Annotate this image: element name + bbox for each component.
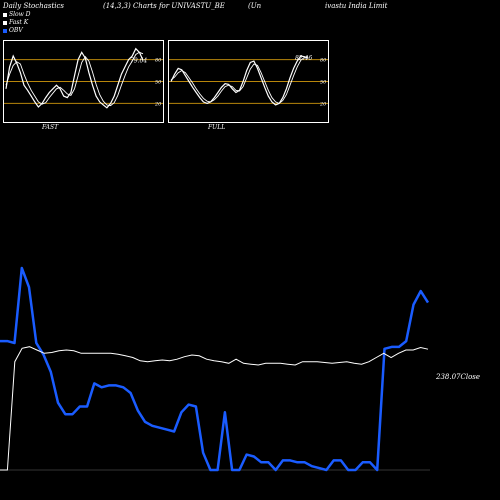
legend-obv: OBV bbox=[3, 27, 23, 34]
full-level-20-tick: 20 bbox=[319, 101, 327, 107]
full-last-value-label: 82.46 bbox=[295, 55, 312, 62]
fast-level-80-tick: 80 bbox=[155, 58, 162, 64]
legend-label-slow-d: Slow D bbox=[9, 11, 31, 18]
legend-fast-k: Fast K bbox=[3, 19, 28, 26]
legend-swatch-fast-k bbox=[3, 20, 7, 25]
legend-swatch-obv bbox=[3, 28, 7, 33]
fast-fast-k-line bbox=[5, 47, 144, 109]
obv-line bbox=[0, 266, 430, 472]
legend-slow-d: Slow D bbox=[3, 11, 31, 18]
chart-params: (14,3,3) Charts for UNIVASTU_BE bbox=[103, 2, 225, 10]
chart-title: Daily Stochastics bbox=[3, 2, 65, 10]
fast-level-20-tick: 20 bbox=[154, 101, 162, 107]
fast-level-50-tick: 50 bbox=[155, 80, 162, 86]
fast-stochastic-chart: 80 50 20 79.64 bbox=[4, 47, 163, 109]
full-stochastic-panel: 80 50 20 82.46 bbox=[168, 40, 329, 123]
legend-label-obv: OBV bbox=[9, 27, 23, 34]
full-slow-d-line bbox=[170, 56, 309, 104]
fast-panel-label: FAST bbox=[42, 124, 59, 131]
full-stochastic-chart: 80 50 20 82.46 bbox=[169, 55, 328, 107]
fast-stochastic-panel: 80 50 20 79.64 bbox=[3, 40, 164, 123]
close-price-line bbox=[0, 346, 429, 471]
company-name-rest: ivastu India Limit bbox=[325, 2, 388, 10]
close-price-label: 238.07Close bbox=[436, 373, 481, 381]
full-panel-label: FULL bbox=[208, 124, 226, 131]
legend-label-fast-k: Fast K bbox=[9, 19, 29, 26]
fast-last-value-label: 79.64 bbox=[130, 57, 147, 64]
full-level-50-tick: 50 bbox=[320, 80, 327, 86]
fast-slow-d-line bbox=[5, 51, 144, 107]
full-level-80-tick: 80 bbox=[320, 58, 327, 64]
legend-swatch-slow-d bbox=[3, 12, 7, 17]
company-name-start: (Un bbox=[248, 2, 262, 10]
